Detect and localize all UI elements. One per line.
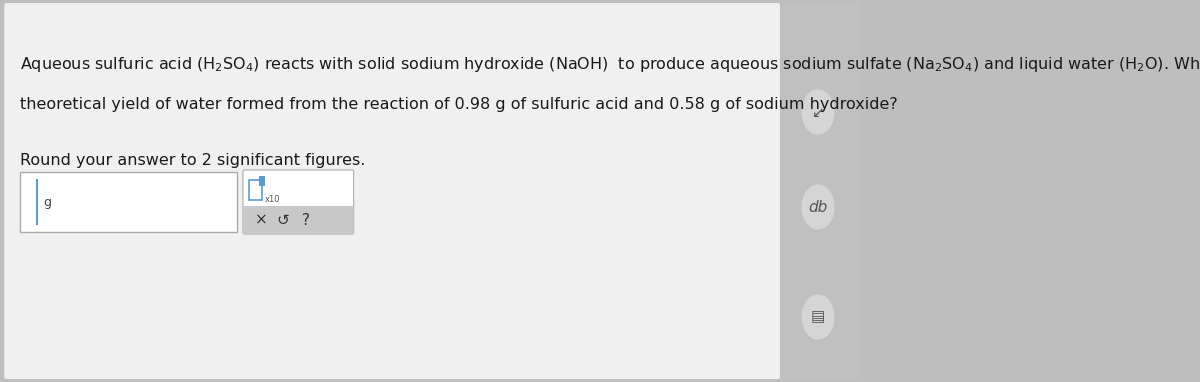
Text: ×: × (254, 212, 268, 228)
Text: Round your answer to 2 significant figures.: Round your answer to 2 significant figur… (20, 152, 366, 167)
FancyBboxPatch shape (242, 206, 354, 234)
Circle shape (803, 90, 834, 134)
Text: x10: x10 (265, 194, 281, 204)
FancyBboxPatch shape (20, 172, 238, 232)
FancyBboxPatch shape (5, 3, 780, 379)
Text: ▤: ▤ (811, 309, 826, 324)
Circle shape (803, 295, 834, 339)
Text: db: db (809, 199, 828, 215)
FancyBboxPatch shape (782, 3, 860, 379)
Text: theoretical yield of water formed from the reaction of 0.98 g of sulfuric acid a: theoretical yield of water formed from t… (20, 97, 898, 112)
Text: ↺: ↺ (277, 212, 289, 228)
Text: Aqueous sulfuric acid $\left(\mathrm{H_2SO_4}\right)$ reacts with solid sodium h: Aqueous sulfuric acid $\left(\mathrm{H_2… (20, 55, 1200, 73)
Circle shape (803, 185, 834, 229)
Text: ?: ? (301, 212, 310, 228)
FancyBboxPatch shape (259, 176, 265, 186)
FancyBboxPatch shape (242, 170, 354, 234)
Text: g: g (43, 196, 52, 209)
FancyBboxPatch shape (250, 180, 263, 200)
Text: ↙: ↙ (811, 105, 824, 120)
